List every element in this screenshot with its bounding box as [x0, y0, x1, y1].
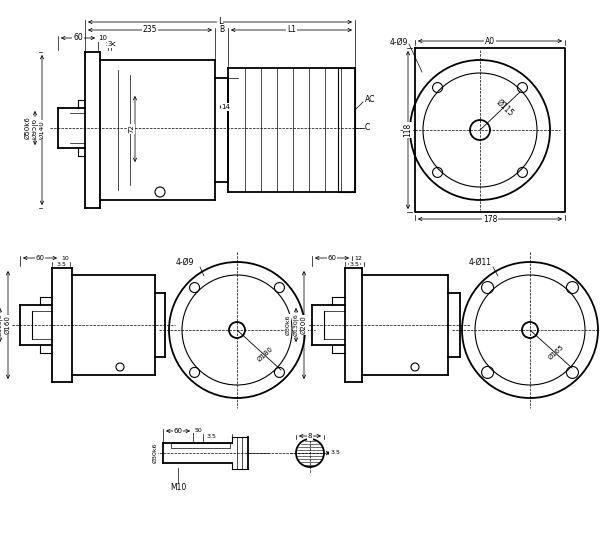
Text: 4-Ø9: 4-Ø9 — [176, 258, 194, 266]
Text: Ø140: Ø140 — [39, 121, 45, 139]
Text: 4-Ø11: 4-Ø11 — [469, 258, 491, 266]
Text: AC: AC — [365, 96, 376, 104]
Text: 235: 235 — [143, 25, 157, 34]
Text: 72: 72 — [128, 125, 134, 133]
Text: Ø180: Ø180 — [256, 345, 274, 363]
Text: Ø30k6: Ø30k6 — [286, 315, 290, 335]
Text: Ø30k6: Ø30k6 — [152, 443, 157, 463]
Text: 10: 10 — [61, 256, 69, 260]
Text: 3.5: 3.5 — [207, 434, 217, 438]
Text: Ø160: Ø160 — [5, 316, 11, 335]
Text: A0: A0 — [485, 37, 495, 46]
Text: 60: 60 — [173, 428, 182, 434]
Text: Ø110|6: Ø110|6 — [0, 314, 3, 336]
Text: L: L — [218, 18, 223, 26]
Text: Ø115: Ø115 — [494, 98, 515, 118]
Text: 50: 50 — [194, 428, 202, 433]
Text: 8: 8 — [308, 433, 312, 439]
Text: 10: 10 — [98, 35, 107, 41]
Text: Ø200: Ø200 — [301, 316, 307, 335]
Text: Ø50k6: Ø50k6 — [25, 117, 31, 139]
Text: 3.5: 3.5 — [330, 450, 340, 456]
Text: 60: 60 — [328, 255, 337, 261]
Text: 4-Ø9: 4-Ø9 — [389, 38, 408, 46]
Text: Ø130|6: Ø130|6 — [293, 314, 299, 336]
Text: Ø165: Ø165 — [547, 343, 565, 360]
Text: B: B — [219, 25, 224, 34]
Text: Ø95|6: Ø95|6 — [31, 117, 38, 139]
Text: 12: 12 — [354, 256, 362, 260]
Text: 14: 14 — [221, 104, 230, 110]
Text: 3: 3 — [107, 41, 112, 47]
Text: 3.5: 3.5 — [56, 261, 66, 266]
Text: L1: L1 — [287, 25, 296, 34]
Text: 60: 60 — [73, 33, 83, 43]
Text: 118: 118 — [404, 123, 413, 137]
Text: 3.5: 3.5 — [350, 261, 359, 266]
Text: C: C — [365, 124, 370, 132]
Text: M10: M10 — [170, 483, 186, 492]
Text: 178: 178 — [483, 215, 497, 223]
Text: 60: 60 — [35, 255, 44, 261]
